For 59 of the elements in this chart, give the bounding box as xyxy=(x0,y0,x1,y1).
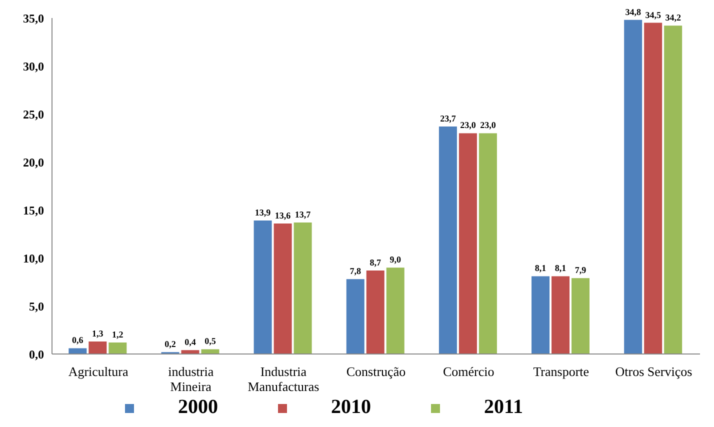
data-label: 34,2 xyxy=(665,12,682,23)
y-tick-label: 0,0 xyxy=(29,347,44,362)
data-label: 13,7 xyxy=(294,209,312,220)
data-label: 8,7 xyxy=(370,257,382,268)
data-label: 0,5 xyxy=(204,336,216,346)
x-tick-label: Agricultura xyxy=(68,364,128,379)
x-tick-label: Comércio xyxy=(442,364,494,379)
bar xyxy=(478,133,497,354)
x-tick-label: Industria Manufacturas xyxy=(248,364,320,394)
bar xyxy=(572,278,590,354)
bar xyxy=(68,348,87,354)
y-tick-label: 25,0 xyxy=(23,107,44,122)
data-label: 8,1 xyxy=(554,263,567,274)
data-label: 23,7 xyxy=(440,113,456,124)
data-label: 8,1 xyxy=(534,263,547,274)
data-label: 1,3 xyxy=(92,328,104,339)
bar xyxy=(366,270,384,354)
data-label: 23,0 xyxy=(460,120,476,130)
bar xyxy=(552,276,570,354)
bar xyxy=(254,220,272,354)
x-tick-label: Construção xyxy=(346,364,406,379)
data-label: 13,6 xyxy=(274,210,292,220)
data-label: 7,9 xyxy=(574,265,587,276)
bar xyxy=(108,342,127,354)
data-label: 0,4 xyxy=(184,337,196,348)
bar xyxy=(201,349,220,354)
data-label: 34,5 xyxy=(645,10,662,20)
data-label: 34,8 xyxy=(625,6,642,17)
bar xyxy=(458,133,477,354)
data-label: 1,2 xyxy=(112,329,124,340)
data-label: 0,6 xyxy=(72,335,84,346)
bar xyxy=(624,20,642,354)
y-tick-label: 15,0 xyxy=(23,203,44,218)
x-tick-label: Otros Serviços xyxy=(615,364,692,379)
x-tick-label: industria Mineira xyxy=(168,364,214,394)
bar xyxy=(88,342,107,354)
legend-label: 2010 xyxy=(331,396,372,418)
x-tick-label: Transporte xyxy=(533,364,590,379)
bar xyxy=(532,276,550,354)
y-tick-label: 30,0 xyxy=(23,59,44,74)
y-tick-label: 10,0 xyxy=(23,251,44,266)
y-tick-label: 5,0 xyxy=(29,299,44,314)
legend-label: 2011 xyxy=(484,396,523,418)
data-label: 9,0 xyxy=(390,254,402,265)
bar xyxy=(346,279,364,354)
bar xyxy=(438,126,457,354)
legend-label: 2000 xyxy=(178,396,218,418)
data-label: 23,0 xyxy=(480,120,496,130)
bar xyxy=(274,223,292,354)
bar xyxy=(644,22,662,354)
bar xyxy=(664,26,682,354)
data-label: 7,8 xyxy=(350,266,362,276)
y-tick-label: 35,0 xyxy=(23,11,44,26)
y-tick-label: 20,0 xyxy=(23,155,44,170)
data-label: 13,9 xyxy=(254,208,272,218)
data-label: 0,2 xyxy=(164,339,176,350)
bar xyxy=(181,350,200,354)
bar xyxy=(294,222,312,354)
bar xyxy=(386,268,404,354)
